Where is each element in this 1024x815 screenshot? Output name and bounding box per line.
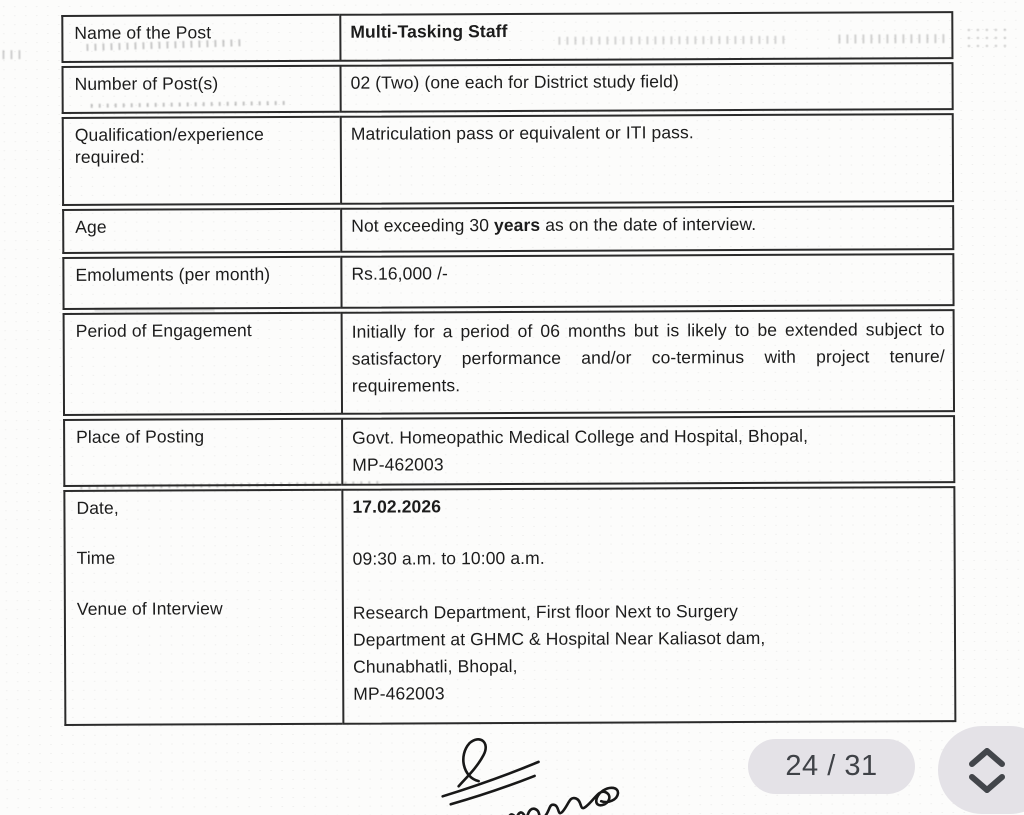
post-name-value: Multi-Tasking Staff [350,21,508,42]
row-label-cell: Age [62,207,341,254]
row-label-cell: Emoluments (per month) [62,255,341,310]
scan-noise [964,25,1011,53]
venue-line: Chunabhatli, Bhopal, [353,655,518,677]
page-scroll-control [938,726,1024,814]
row-label: Age [75,216,107,237]
scroll-up-button[interactable] [967,747,1007,768]
recruitment-details-table: Name of the Post Multi-Tasking Staff Num… [61,8,957,729]
row-label: Place of Posting [76,426,205,447]
row-value-cell: Multi-Tasking Staff [339,11,954,62]
row-label-cell: Period of Engagement [62,311,342,416]
table-row-interview-schedule: Date, Time Venue of Interview 17.02.2026… [63,486,957,726]
row-label: Period of Engagement [75,320,252,341]
row-value-cell: Not exceeding 30 years as on the date of… [340,205,955,253]
qualification-value: Matriculation pass or equivalent or ITI … [350,122,694,144]
row-label-cell: Date, Time Venue of Interview [63,488,343,726]
engagement-period-value: Initially for a period of 06 months but … [351,319,945,396]
posts-count-value: 02 (Two) (one each for District study fi… [350,71,679,93]
interview-time-value: 09:30 a.m. to 10:00 a.m. [352,547,545,569]
date-label: Date, [76,497,119,518]
row-value-cell: Govt. Homeopathic Medical College and Ho… [341,415,956,486]
venue-line: Research Department, First floor Next to… [352,601,739,623]
page-indicator-text: 24 / 31 [785,750,878,782]
venue-label: Venue of Interview [76,598,223,619]
time-label: Time [76,547,116,568]
table-row-age: Age Not exceeding 30 years as on the dat… [62,205,955,254]
row-value-cell: Initially for a period of 06 months but … [340,309,956,415]
page-indicator: 24 / 31 [748,739,915,794]
row-value-cell: Matriculation pass or equivalent or ITI … [339,113,955,205]
row-label-cell: Number of Post(s) [61,64,340,114]
posting-place-line: Govt. Homeopathic Medical College and Ho… [352,425,809,448]
row-label-cell: Qualification/experience required: [61,115,341,206]
table-row-period-of-engagement: Period of Engagement Initially for a per… [62,309,956,416]
table-row-qualification: Qualification/experience required: Matri… [61,113,955,206]
row-value-cell: Rs.16,000 /- [340,253,955,309]
table-row-name-of-post: Name of the Post Multi-Tasking Staff [61,11,954,63]
interview-venue-value: Research Department, First floor Next to… [353,597,944,708]
row-label-cell: Name of the Post [61,13,340,63]
venue-line: Department at GHMC & Hospital Near Kalia… [352,627,766,650]
chevron-down-icon [969,773,1005,793]
table-row-number-of-posts: Number of Post(s) 02 (Two) (one each for… [61,62,954,114]
table-row-emoluments: Emoluments (per month) Rs.16,000 /- [62,253,955,310]
row-value-cell: 02 (Two) (one each for District study fi… [339,62,954,113]
scroll-down-button[interactable] [967,773,1007,794]
age-value-prefix: Not exceeding 30 [351,215,495,236]
posting-place-line: MP-462003 [352,454,444,475]
scan-noise [2,50,27,60]
age-value-suffix: as on the date of interview. [540,213,757,235]
row-label: Emoluments (per month) [75,264,271,285]
age-value-bold: years [493,214,541,236]
venue-line: MP-462003 [353,683,445,704]
row-label-cell: Place of Posting [63,417,342,487]
handwritten-signature [441,738,620,815]
interview-date-value: 17.02.2026 [352,496,442,517]
row-label: Name of the Post [74,22,212,43]
row-value-cell: 17.02.2026 09:30 a.m. to 10:00 a.m. Rese… [341,486,957,725]
row-label: Number of Post(s) [74,73,219,94]
table-row-place-of-posting: Place of Posting Govt. Homeopathic Medic… [63,415,956,487]
row-label: Qualification/experience required: [74,124,265,167]
emoluments-value: Rs.16,000 /- [351,263,448,284]
chevron-up-icon [969,747,1005,767]
